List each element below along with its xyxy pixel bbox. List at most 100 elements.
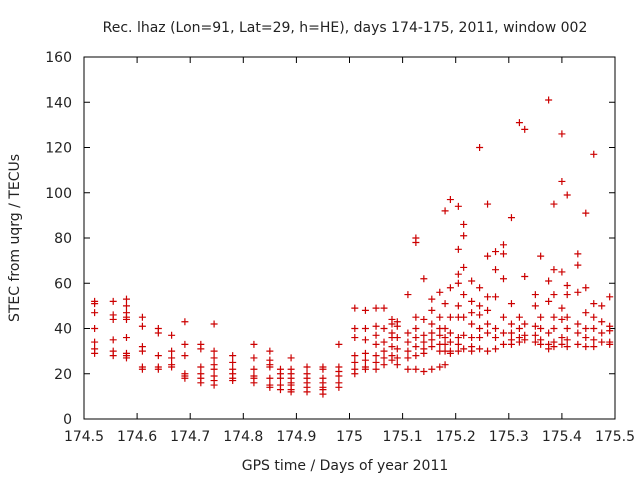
data-point — [454, 340, 462, 348]
data-point — [574, 329, 582, 337]
data-point — [582, 334, 590, 342]
data-point — [229, 352, 237, 360]
data-point — [598, 329, 606, 337]
data-point — [460, 263, 468, 271]
data-point — [484, 329, 492, 337]
x-axis-label: GPS time / Days of year 2011 — [242, 458, 449, 474]
data-point — [460, 291, 468, 299]
data-point — [590, 343, 598, 351]
data-point — [122, 315, 130, 323]
data-point — [436, 363, 444, 371]
data-point — [351, 370, 359, 378]
data-point — [550, 200, 558, 208]
data-point — [210, 347, 218, 355]
data-point — [574, 340, 582, 348]
data-point — [515, 119, 523, 127]
data-point — [531, 302, 539, 310]
y-tick-label: 0 — [63, 412, 72, 428]
data-point — [109, 297, 117, 305]
data-point — [412, 343, 420, 351]
data-point — [122, 354, 130, 362]
data-point — [266, 363, 274, 371]
data-point — [460, 220, 468, 228]
data-point — [460, 313, 468, 321]
data-point — [460, 345, 468, 353]
data-point — [420, 315, 428, 323]
x-tick-label: 175 — [336, 429, 363, 445]
data-point — [606, 293, 614, 301]
data-point — [574, 320, 582, 328]
data-point — [507, 214, 515, 222]
data-point — [563, 191, 571, 199]
data-point — [181, 374, 189, 382]
data-point — [250, 340, 258, 348]
data-point — [210, 381, 218, 389]
data-point — [287, 388, 295, 396]
data-point — [550, 325, 558, 332]
data-point — [537, 313, 545, 321]
data-point — [372, 304, 380, 312]
y-tick-label: 20 — [54, 367, 72, 383]
data-point — [372, 352, 380, 360]
data-point — [287, 354, 295, 362]
data-point — [380, 304, 388, 312]
data-point — [521, 336, 529, 344]
data-point — [545, 277, 553, 285]
data-point — [91, 349, 99, 357]
data-point — [590, 336, 598, 344]
data-point — [531, 322, 539, 330]
data-point — [404, 354, 412, 362]
data-point — [507, 320, 515, 328]
data-point — [558, 315, 566, 323]
data-point — [563, 291, 571, 299]
data-point — [372, 331, 380, 339]
data-point — [335, 372, 343, 380]
data-point — [468, 309, 476, 317]
data-point — [181, 352, 189, 360]
data-point — [558, 334, 566, 342]
data-point — [492, 325, 500, 332]
data-point — [91, 338, 99, 346]
data-point — [558, 130, 566, 138]
data-point — [412, 334, 420, 342]
data-point — [250, 365, 258, 373]
data-point — [428, 336, 436, 344]
data-point — [380, 338, 388, 346]
data-point — [436, 331, 444, 339]
data-point — [606, 340, 614, 348]
data-point — [468, 334, 476, 342]
data-point — [303, 388, 311, 396]
data-point — [361, 306, 369, 314]
data-point — [138, 322, 146, 330]
y-tick-label: 120 — [45, 141, 72, 157]
data-point — [428, 295, 436, 303]
data-point — [563, 325, 571, 332]
data-point — [351, 334, 359, 342]
data-point — [361, 365, 369, 373]
data-point — [303, 363, 311, 371]
data-point — [563, 343, 571, 351]
data-point — [484, 252, 492, 260]
data-point — [550, 266, 558, 274]
data-point — [388, 343, 396, 351]
data-point — [372, 340, 380, 348]
data-point — [468, 320, 476, 328]
data-point — [393, 354, 401, 362]
data-point — [446, 338, 454, 346]
data-point — [499, 250, 507, 258]
data-point — [388, 320, 396, 328]
data-point — [521, 320, 529, 328]
data-point — [404, 291, 412, 299]
data-point — [441, 361, 449, 369]
data-point — [558, 177, 566, 185]
data-point — [404, 329, 412, 337]
data-point — [492, 345, 500, 353]
x-tick-label: 174.8 — [223, 429, 263, 445]
data-point — [492, 248, 500, 256]
y-tick-label: 100 — [45, 186, 72, 202]
data-point — [436, 313, 444, 321]
data-point — [428, 306, 436, 314]
data-point — [380, 361, 388, 369]
data-point — [537, 340, 545, 348]
x-tick-label: 174.9 — [276, 429, 316, 445]
